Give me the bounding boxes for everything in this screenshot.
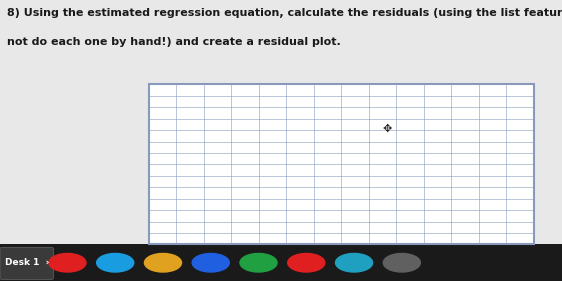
Circle shape — [336, 253, 373, 272]
FancyBboxPatch shape — [0, 247, 53, 280]
Text: not do each one by hand!) and create a residual plot.: not do each one by hand!) and create a r… — [7, 37, 341, 47]
Circle shape — [49, 253, 86, 272]
Bar — [149, 84, 534, 244]
Circle shape — [240, 253, 277, 272]
Circle shape — [288, 253, 325, 272]
Circle shape — [383, 253, 420, 272]
Bar — [0, 244, 562, 281]
Circle shape — [192, 253, 229, 272]
Text: 8) Using the estimated regression equation, calculate the residuals (using the l: 8) Using the estimated regression equati… — [7, 8, 562, 19]
Circle shape — [97, 253, 134, 272]
Text: ✥: ✥ — [383, 124, 392, 134]
Circle shape — [144, 253, 182, 272]
Text: Desk 1  ›: Desk 1 › — [5, 258, 49, 267]
